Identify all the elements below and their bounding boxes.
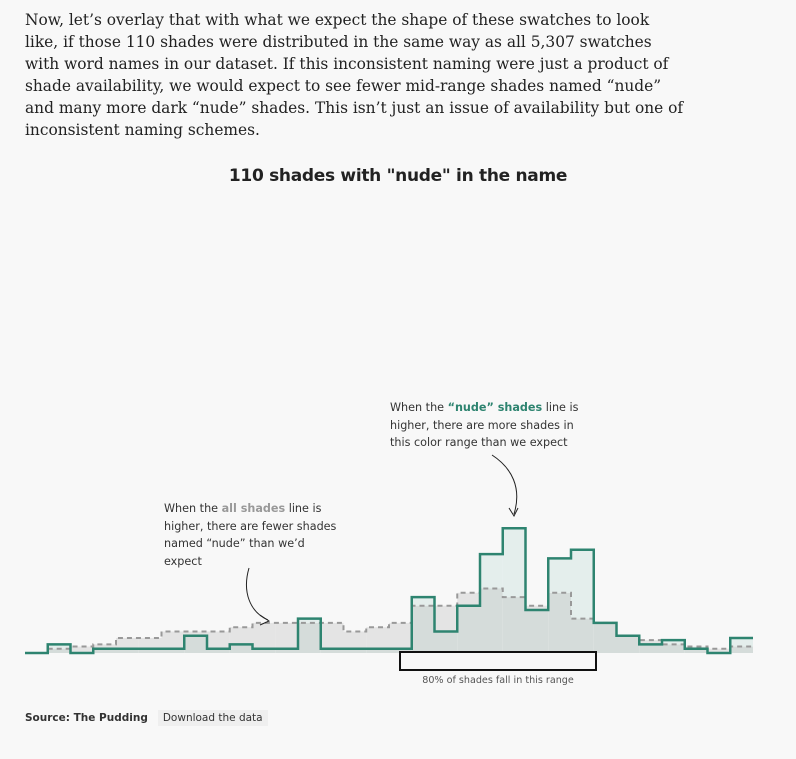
overlap-bar — [411, 605, 435, 653]
all-excess-bar — [525, 605, 549, 610]
all-excess-bar — [434, 605, 458, 632]
overlap-bar — [730, 646, 753, 653]
all-excess-bar — [707, 648, 731, 653]
overlap-bar — [366, 648, 389, 653]
overlap-bar — [93, 648, 116, 653]
overlap-bar — [47, 648, 71, 653]
source-credit: Source: The Pudding — [25, 712, 148, 724]
nude-excess-bar — [502, 528, 526, 598]
nude-excess-bar — [548, 558, 571, 593]
overlap-bar — [616, 635, 640, 653]
nude-excess-bar — [480, 554, 503, 589]
all-excess-bar — [275, 622, 298, 649]
chart-title: 110 shades with "nude" in the name — [228, 166, 568, 186]
all-excess-bar — [639, 640, 662, 645]
step-histogram-chart — [25, 454, 753, 671]
all-excess-bar — [366, 627, 389, 649]
overlap-bar — [252, 648, 276, 653]
overlap-bar — [320, 648, 344, 653]
overlap-bar — [298, 622, 321, 653]
nude-annotation: When the “nude” shades line is higher, t… — [390, 401, 579, 449]
chart-footer: Source: The Pudding Download the data — [25, 710, 268, 726]
range-box — [399, 651, 597, 671]
intro-paragraph: Now, let’s overlay that with what we exp… — [25, 11, 684, 139]
overlap-bar — [229, 644, 253, 653]
all-excess-bar — [184, 631, 207, 636]
overlap-bar — [343, 648, 367, 653]
overlap-bar — [662, 644, 685, 653]
overlap-bar — [275, 648, 298, 653]
overlap-bar — [457, 605, 480, 653]
all-excess-bar — [252, 622, 276, 649]
download-data-link[interactable]: Download the data — [157, 710, 268, 726]
fill-layer — [47, 528, 753, 653]
all-excess-bar — [93, 644, 116, 649]
all-excess-bar — [343, 631, 367, 649]
all-excess-bar — [70, 646, 94, 653]
overlap-bar — [480, 588, 503, 653]
nude-excess-bar — [411, 597, 435, 606]
range-label: 80% of shades fall in this range — [422, 675, 574, 686]
all-excess-bar — [389, 622, 412, 649]
overlap-bar — [184, 635, 207, 653]
all-annotation-highlight: all shades — [221, 502, 286, 515]
all-excess-bar — [116, 637, 139, 649]
all-excess-bar — [207, 631, 230, 649]
overlap-bar — [684, 648, 708, 653]
all-annotation: When the all shades line is higher, ther… — [164, 502, 337, 568]
all-excess-bar — [320, 622, 344, 649]
nude-annotation-arrowhead — [508, 507, 519, 518]
all-excess-bar — [138, 637, 162, 649]
all-annotation-arrow — [246, 567, 269, 621]
line-layer — [25, 527, 753, 655]
all-excess-bar — [161, 631, 185, 649]
overlap-bar — [571, 618, 594, 653]
overlap-bar — [639, 644, 662, 653]
nude-excess-bar — [298, 618, 321, 623]
overlap-bar — [434, 631, 458, 653]
all-excess-bar — [457, 592, 480, 606]
nude-annotation-highlight: “nude” shades — [447, 401, 543, 414]
overlap-bar — [138, 648, 162, 653]
overlap-bar — [116, 648, 139, 653]
nude-excess-bar — [47, 644, 71, 649]
all-excess-bar — [229, 627, 253, 645]
nude-shades-line — [25, 527, 753, 655]
overlap-bar — [593, 622, 617, 653]
annotation-arrows — [246, 454, 519, 626]
overlap-bar — [548, 592, 571, 653]
all-annotation-arrowhead — [259, 614, 271, 626]
nude-annotation-arrow — [491, 454, 518, 515]
nude-excess-bar — [571, 549, 594, 619]
overlap-bar — [389, 648, 412, 653]
nude-excess-bar — [730, 637, 753, 647]
overlap-bar — [502, 597, 526, 653]
overlap-bar — [525, 610, 549, 653]
overlap-bar — [161, 648, 185, 653]
overlap-bar — [207, 648, 230, 653]
nude-excess-bar — [662, 640, 685, 645]
